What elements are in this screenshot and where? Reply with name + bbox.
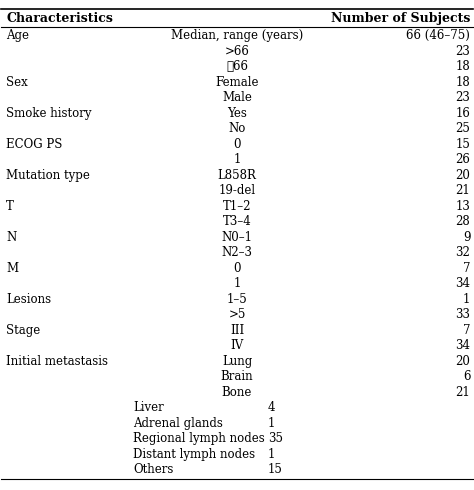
Text: N: N	[6, 231, 16, 244]
Text: 4: 4	[268, 401, 275, 415]
Text: III: III	[230, 324, 244, 337]
Text: 34: 34	[455, 340, 470, 352]
Text: 20: 20	[456, 169, 470, 182]
Text: 33: 33	[455, 308, 470, 321]
Text: 66 (46–75): 66 (46–75)	[406, 29, 470, 42]
Text: ≦66: ≦66	[226, 60, 248, 74]
Text: 13: 13	[456, 200, 470, 213]
Text: Sex: Sex	[6, 76, 28, 89]
Text: Smoke history: Smoke history	[6, 107, 91, 120]
Text: Initial metastasis: Initial metastasis	[6, 355, 108, 368]
Text: IV: IV	[230, 340, 244, 352]
Text: M: M	[6, 262, 18, 275]
Text: Lung: Lung	[222, 355, 252, 368]
Text: >5: >5	[228, 308, 246, 321]
Text: Mutation type: Mutation type	[6, 169, 90, 182]
Text: 35: 35	[268, 432, 283, 445]
Text: Regional lymph nodes: Regional lymph nodes	[133, 432, 265, 445]
Text: 16: 16	[456, 107, 470, 120]
Text: 25: 25	[456, 122, 470, 135]
Text: 1–5: 1–5	[227, 293, 247, 306]
Text: 1: 1	[268, 448, 275, 461]
Text: Liver: Liver	[133, 401, 164, 415]
Text: Median, range (years): Median, range (years)	[171, 29, 303, 42]
Text: 0: 0	[233, 138, 241, 151]
Text: 21: 21	[456, 386, 470, 399]
Text: 15: 15	[268, 464, 283, 476]
Text: 9: 9	[463, 231, 470, 244]
Text: 1: 1	[463, 293, 470, 306]
Text: 15: 15	[456, 138, 470, 151]
Text: 23: 23	[456, 45, 470, 58]
Text: 23: 23	[456, 91, 470, 104]
Text: 28: 28	[456, 216, 470, 228]
Text: 7: 7	[463, 324, 470, 337]
Text: Female: Female	[215, 76, 259, 89]
Text: No: No	[228, 122, 246, 135]
Text: Yes: Yes	[227, 107, 247, 120]
Text: T3–4: T3–4	[223, 216, 251, 228]
Text: Bone: Bone	[222, 386, 252, 399]
Text: 18: 18	[456, 76, 470, 89]
Text: L858R: L858R	[218, 169, 256, 182]
Text: Distant lymph nodes: Distant lymph nodes	[133, 448, 255, 461]
Text: Others: Others	[133, 464, 173, 476]
Text: 20: 20	[456, 355, 470, 368]
Text: Number of Subjects: Number of Subjects	[331, 12, 470, 25]
Text: 6: 6	[463, 370, 470, 383]
Text: 32: 32	[456, 246, 470, 259]
Text: ECOG PS: ECOG PS	[6, 138, 63, 151]
Text: 1: 1	[233, 153, 241, 166]
Text: 18: 18	[456, 60, 470, 74]
Text: 1: 1	[268, 417, 275, 430]
Text: 0: 0	[233, 262, 241, 275]
Text: Stage: Stage	[6, 324, 40, 337]
Text: 19-del: 19-del	[219, 184, 255, 197]
Text: 7: 7	[463, 262, 470, 275]
Text: Lesions: Lesions	[6, 293, 51, 306]
Text: Brain: Brain	[221, 370, 253, 383]
Text: 1: 1	[233, 277, 241, 291]
Text: N0–1: N0–1	[221, 231, 253, 244]
Text: >66: >66	[225, 45, 249, 58]
Text: T: T	[6, 200, 14, 213]
Text: Age: Age	[6, 29, 29, 42]
Text: 26: 26	[456, 153, 470, 166]
Text: Adrenal glands: Adrenal glands	[133, 417, 223, 430]
Text: 34: 34	[455, 277, 470, 291]
Text: Male: Male	[222, 91, 252, 104]
Text: N2–3: N2–3	[221, 246, 253, 259]
Text: Characteristics: Characteristics	[6, 12, 113, 25]
Text: 21: 21	[456, 184, 470, 197]
Text: T1–2: T1–2	[223, 200, 251, 213]
